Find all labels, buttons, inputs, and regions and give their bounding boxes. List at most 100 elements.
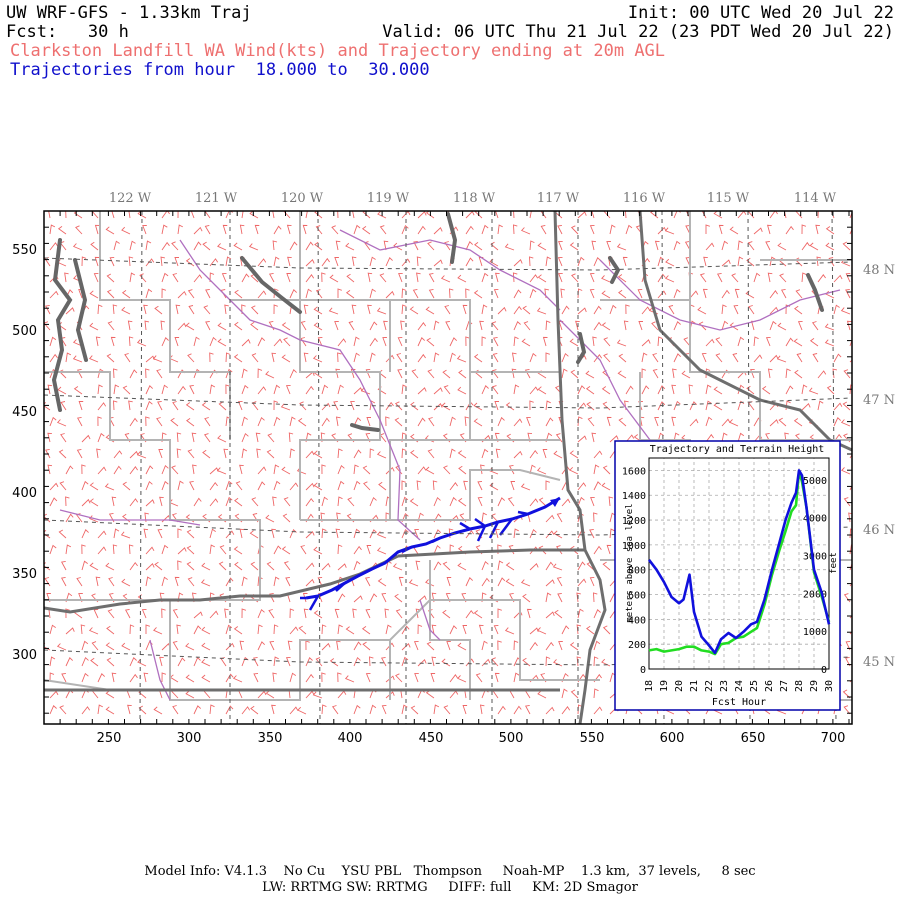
wind-barb: [777, 322, 787, 331]
wind-barb: [121, 290, 131, 299]
wind-barb: [384, 608, 389, 619]
wind-barb: [201, 642, 211, 651]
wind-barb: [289, 608, 295, 619]
wind-barb: [392, 563, 403, 571]
wind-barb: [353, 704, 361, 715]
wind-barb: [241, 448, 248, 459]
wind-barb: [176, 432, 182, 443]
wind-barb: [797, 320, 803, 331]
x-tick-label: 550: [580, 731, 605, 746]
wind-barb: [495, 448, 501, 459]
wind-barb: [145, 499, 155, 507]
wind-barb: [234, 321, 243, 331]
wind-barb: [545, 256, 552, 267]
wind-barb: [383, 320, 388, 331]
wind-barb: [120, 531, 131, 539]
wind-barb: [746, 257, 755, 267]
wind-barb: [589, 224, 595, 235]
wind-barb: [321, 417, 330, 427]
wind-barb: [298, 625, 307, 635]
wind-barb: [651, 321, 659, 331]
wind-barb: [288, 432, 294, 443]
wind-barb: [129, 466, 138, 475]
wind-barb: [128, 400, 133, 411]
wind-barb: [174, 576, 180, 587]
inset-x-tick-label: 18: [644, 680, 655, 692]
wind-barb: [233, 546, 243, 555]
wind-barb: [365, 672, 371, 683]
wind-barb: [138, 705, 147, 715]
wind-barb: [479, 704, 485, 715]
wind-barb: [225, 705, 234, 715]
wind-barb: [172, 705, 179, 715]
y-tick-label: 350: [12, 567, 37, 582]
wind-barb: [401, 258, 411, 267]
wind-barb: [241, 608, 247, 619]
wind-barb: [414, 672, 419, 683]
wind-barb: [529, 400, 534, 411]
wind-barb: [352, 211, 355, 219]
wind-barb: [462, 304, 468, 315]
wind-barb: [701, 352, 707, 363]
wind-barb: [158, 449, 163, 459]
wind-barb: [833, 353, 842, 363]
wind-barb: [221, 272, 227, 283]
wind-barb: [553, 530, 563, 539]
wind-barb: [395, 609, 403, 619]
wind-barb: [81, 656, 89, 667]
wind-barb: [273, 416, 281, 427]
wind-barb: [321, 528, 327, 539]
lat-label: 47 N: [863, 393, 895, 408]
wind-barb: [465, 609, 474, 619]
wind-barb: [216, 467, 227, 475]
wind-barb: [413, 240, 419, 251]
wind-barb: [721, 432, 728, 443]
wind-barb: [433, 320, 440, 331]
wind-barb: [442, 369, 451, 379]
wind-barb: [606, 416, 612, 427]
inset-y-tick-label: 1600: [622, 466, 646, 477]
wind-barb: [529, 288, 537, 299]
wind-barb: [778, 417, 787, 427]
wind-barb: [625, 211, 627, 219]
wind-barb: [385, 416, 390, 427]
wind-barb: [305, 531, 315, 539]
wind-barb: [520, 579, 531, 587]
wind-barb: [271, 528, 276, 539]
wind-barb: [365, 608, 371, 619]
wind-barb: [569, 642, 579, 651]
lon-label: 114 W: [794, 191, 837, 206]
wind-barb: [511, 368, 517, 379]
wind-barb: [513, 224, 518, 235]
wind-barb: [89, 322, 99, 331]
wind-barb: [286, 273, 291, 283]
wind-barb: [305, 562, 315, 571]
inset-x-tick-label: 26: [764, 680, 775, 692]
wind-barb: [376, 531, 387, 539]
wind-barb: [361, 626, 371, 635]
wind-barb: [718, 224, 724, 235]
wind-barb: [144, 320, 149, 331]
wind-barb: [145, 546, 155, 555]
wind-barb: [185, 674, 195, 683]
wind-barb: [209, 498, 219, 507]
wind-barb: [513, 450, 523, 459]
wind-barb: [529, 563, 539, 571]
wind-barb: [128, 336, 134, 347]
wind-barb: [603, 353, 611, 363]
wind-barb: [481, 304, 488, 315]
wind-barb: [289, 672, 297, 683]
wind-barb: [825, 226, 835, 235]
wind-barb: [525, 704, 531, 715]
wind-barb: [721, 240, 729, 251]
wind-barb: [815, 224, 820, 235]
wind-barb: [289, 241, 298, 251]
wind-barb: [381, 592, 387, 603]
wind-barb: [449, 352, 456, 363]
wind-barb: [161, 288, 167, 299]
wind-barb: [457, 386, 467, 395]
wind-barb: [705, 384, 712, 395]
wind-barb: [591, 240, 597, 251]
wind-barb: [625, 385, 634, 395]
wind-barb: [801, 403, 811, 411]
